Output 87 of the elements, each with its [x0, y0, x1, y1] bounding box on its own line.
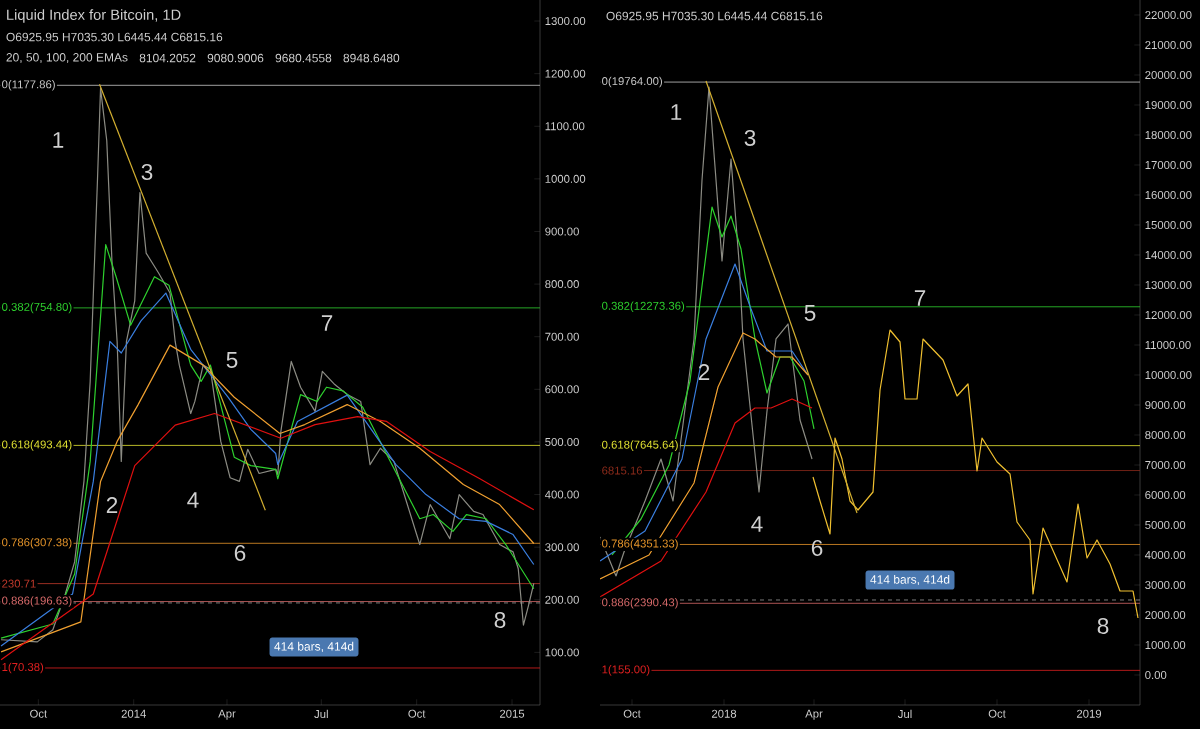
y-tick-label: 8000.00: [1145, 431, 1186, 439]
annotation: 20, 50, 100, 200 EMAs: [6, 53, 128, 63]
x-tick-label: 2015: [499, 709, 525, 718]
y-tick-label: 19000.00: [1145, 100, 1192, 109]
y-tick-label: 15000.00: [1145, 220, 1192, 229]
y-tick-label: 7000.00: [1145, 461, 1186, 469]
y-tick-label: 5000.00: [1145, 521, 1186, 530]
y-tick-label: 0.00: [1145, 671, 1167, 680]
ref-line-label: 0.886(196.63): [2, 596, 72, 607]
x-tick-label: Apr: [805, 709, 823, 720]
y-tick-label: 3000.00: [1145, 581, 1186, 590]
y-tick-label: 10000.00: [1145, 371, 1192, 379]
ref-line-label: 0.886(2390.43): [602, 598, 678, 609]
x-tick-label: Jul: [314, 709, 328, 719]
y-tick-label: 1100.00: [545, 122, 585, 131]
x-tick-label: 2018: [711, 709, 737, 718]
y-tick-label: 13000.00: [1145, 280, 1192, 289]
y-tick-label: 100.00: [545, 648, 579, 657]
x-tick-label: 2014: [121, 709, 146, 718]
annotation: 5: [804, 305, 816, 321]
y-tick-label: 18000.00: [1145, 130, 1192, 139]
x-tick-label: Jul: [897, 709, 912, 719]
annotation: 9680.4558: [275, 53, 332, 63]
ref-line-label: 230.71: [2, 579, 36, 588]
ref-line-label: 0.786(307.38): [2, 538, 72, 549]
ref-line-label: 0.786(4351.33): [602, 539, 678, 550]
annotation: 8104.2052: [139, 53, 196, 63]
annotation: 6: [234, 544, 246, 562]
annotation: 5: [226, 352, 238, 368]
y-tick-label: 14000.00: [1145, 250, 1192, 259]
y-tick-label: 700.00: [545, 332, 579, 341]
y-tick-label: 17000.00: [1145, 160, 1192, 169]
annotation: 8: [1097, 617, 1109, 634]
annotation: 8: [494, 611, 506, 629]
x-tick-label: Oct: [623, 709, 641, 718]
ref-line-label: 6815.16: [602, 466, 643, 475]
x-tick-label: Oct: [988, 709, 1006, 718]
y-tick-label: 21000.00: [1145, 40, 1192, 49]
y-tick-label: 2000.00: [1145, 611, 1186, 620]
y-tick-label: 4000.00: [1144, 551, 1186, 560]
annotation: 4: [751, 516, 763, 532]
ref-line-label: 0(1177.86): [2, 80, 55, 91]
y-tick-label: 300.00: [545, 543, 579, 552]
y-tick-label: 9000.00: [1145, 401, 1186, 409]
annotation: 1: [53, 132, 64, 148]
y-tick-label: 16000.00: [1145, 190, 1192, 199]
y-tick-label: 800.00: [545, 280, 579, 289]
y-tick-label: 12000.00: [1145, 310, 1192, 319]
annotation: 2: [106, 497, 118, 513]
annotation: 414 bars, 414d: [274, 641, 354, 653]
y-tick-label: 900.00: [545, 227, 579, 236]
y-tick-label: 1000.00: [1145, 641, 1186, 650]
annotation: O6925.95 H7035.30 L6445.44 C6815.16: [606, 11, 823, 21]
x-tick-label: Apr: [218, 709, 236, 720]
annotation: 3: [141, 163, 153, 181]
y-tick-label: 22000.00: [1145, 10, 1192, 19]
ref-line-label: 0.382(754.80): [2, 302, 72, 314]
y-tick-label: 6000.00: [1145, 491, 1186, 500]
ref-line-label: 0.618(493.44): [2, 440, 72, 451]
annotation: O6925.95 H7035.30 L6445.44 C6815.16: [6, 32, 223, 42]
text: Liquid Index for Bitcoin, 1D: [7, 9, 181, 23]
annotation: 8948.6480: [343, 53, 400, 63]
annotation: 414 bars, 414d: [870, 574, 950, 586]
ref-line-label: 0.618(7645.64): [602, 440, 678, 451]
ref-line-label: 1(155.00): [602, 665, 650, 676]
y-tick-label: 1300.00: [545, 17, 586, 26]
y-tick-label: 200.00: [545, 595, 579, 604]
x-tick-label: Oct: [408, 709, 426, 718]
y-tick-label: 11000.00: [1145, 340, 1191, 349]
annotation: 2: [698, 364, 710, 380]
y-tick-label: 1200.00: [545, 69, 586, 78]
x-tick-label: 2019: [1076, 709, 1102, 718]
y-tick-label: 500.00: [545, 437, 579, 446]
ref-line-label: 1(70.38): [2, 662, 44, 674]
annotation: 7: [321, 315, 333, 331]
y-tick-label: 1000.00: [545, 174, 586, 183]
y-tick-label: 20000.00: [1145, 70, 1192, 79]
annotation: 4: [187, 492, 199, 508]
annotation: 7: [914, 290, 926, 306]
ref-line-label: 0.382(12273.36): [602, 301, 685, 313]
annotation: 1: [671, 104, 682, 120]
y-tick-label: 600.00: [545, 385, 579, 394]
x-tick-label: Oct: [30, 709, 48, 718]
y-tick-label: 400.00: [544, 490, 579, 499]
annotation: 9080.9006: [207, 53, 264, 63]
ref-line-label: 0(19764.00): [602, 76, 663, 88]
annotation: 3: [744, 129, 756, 146]
